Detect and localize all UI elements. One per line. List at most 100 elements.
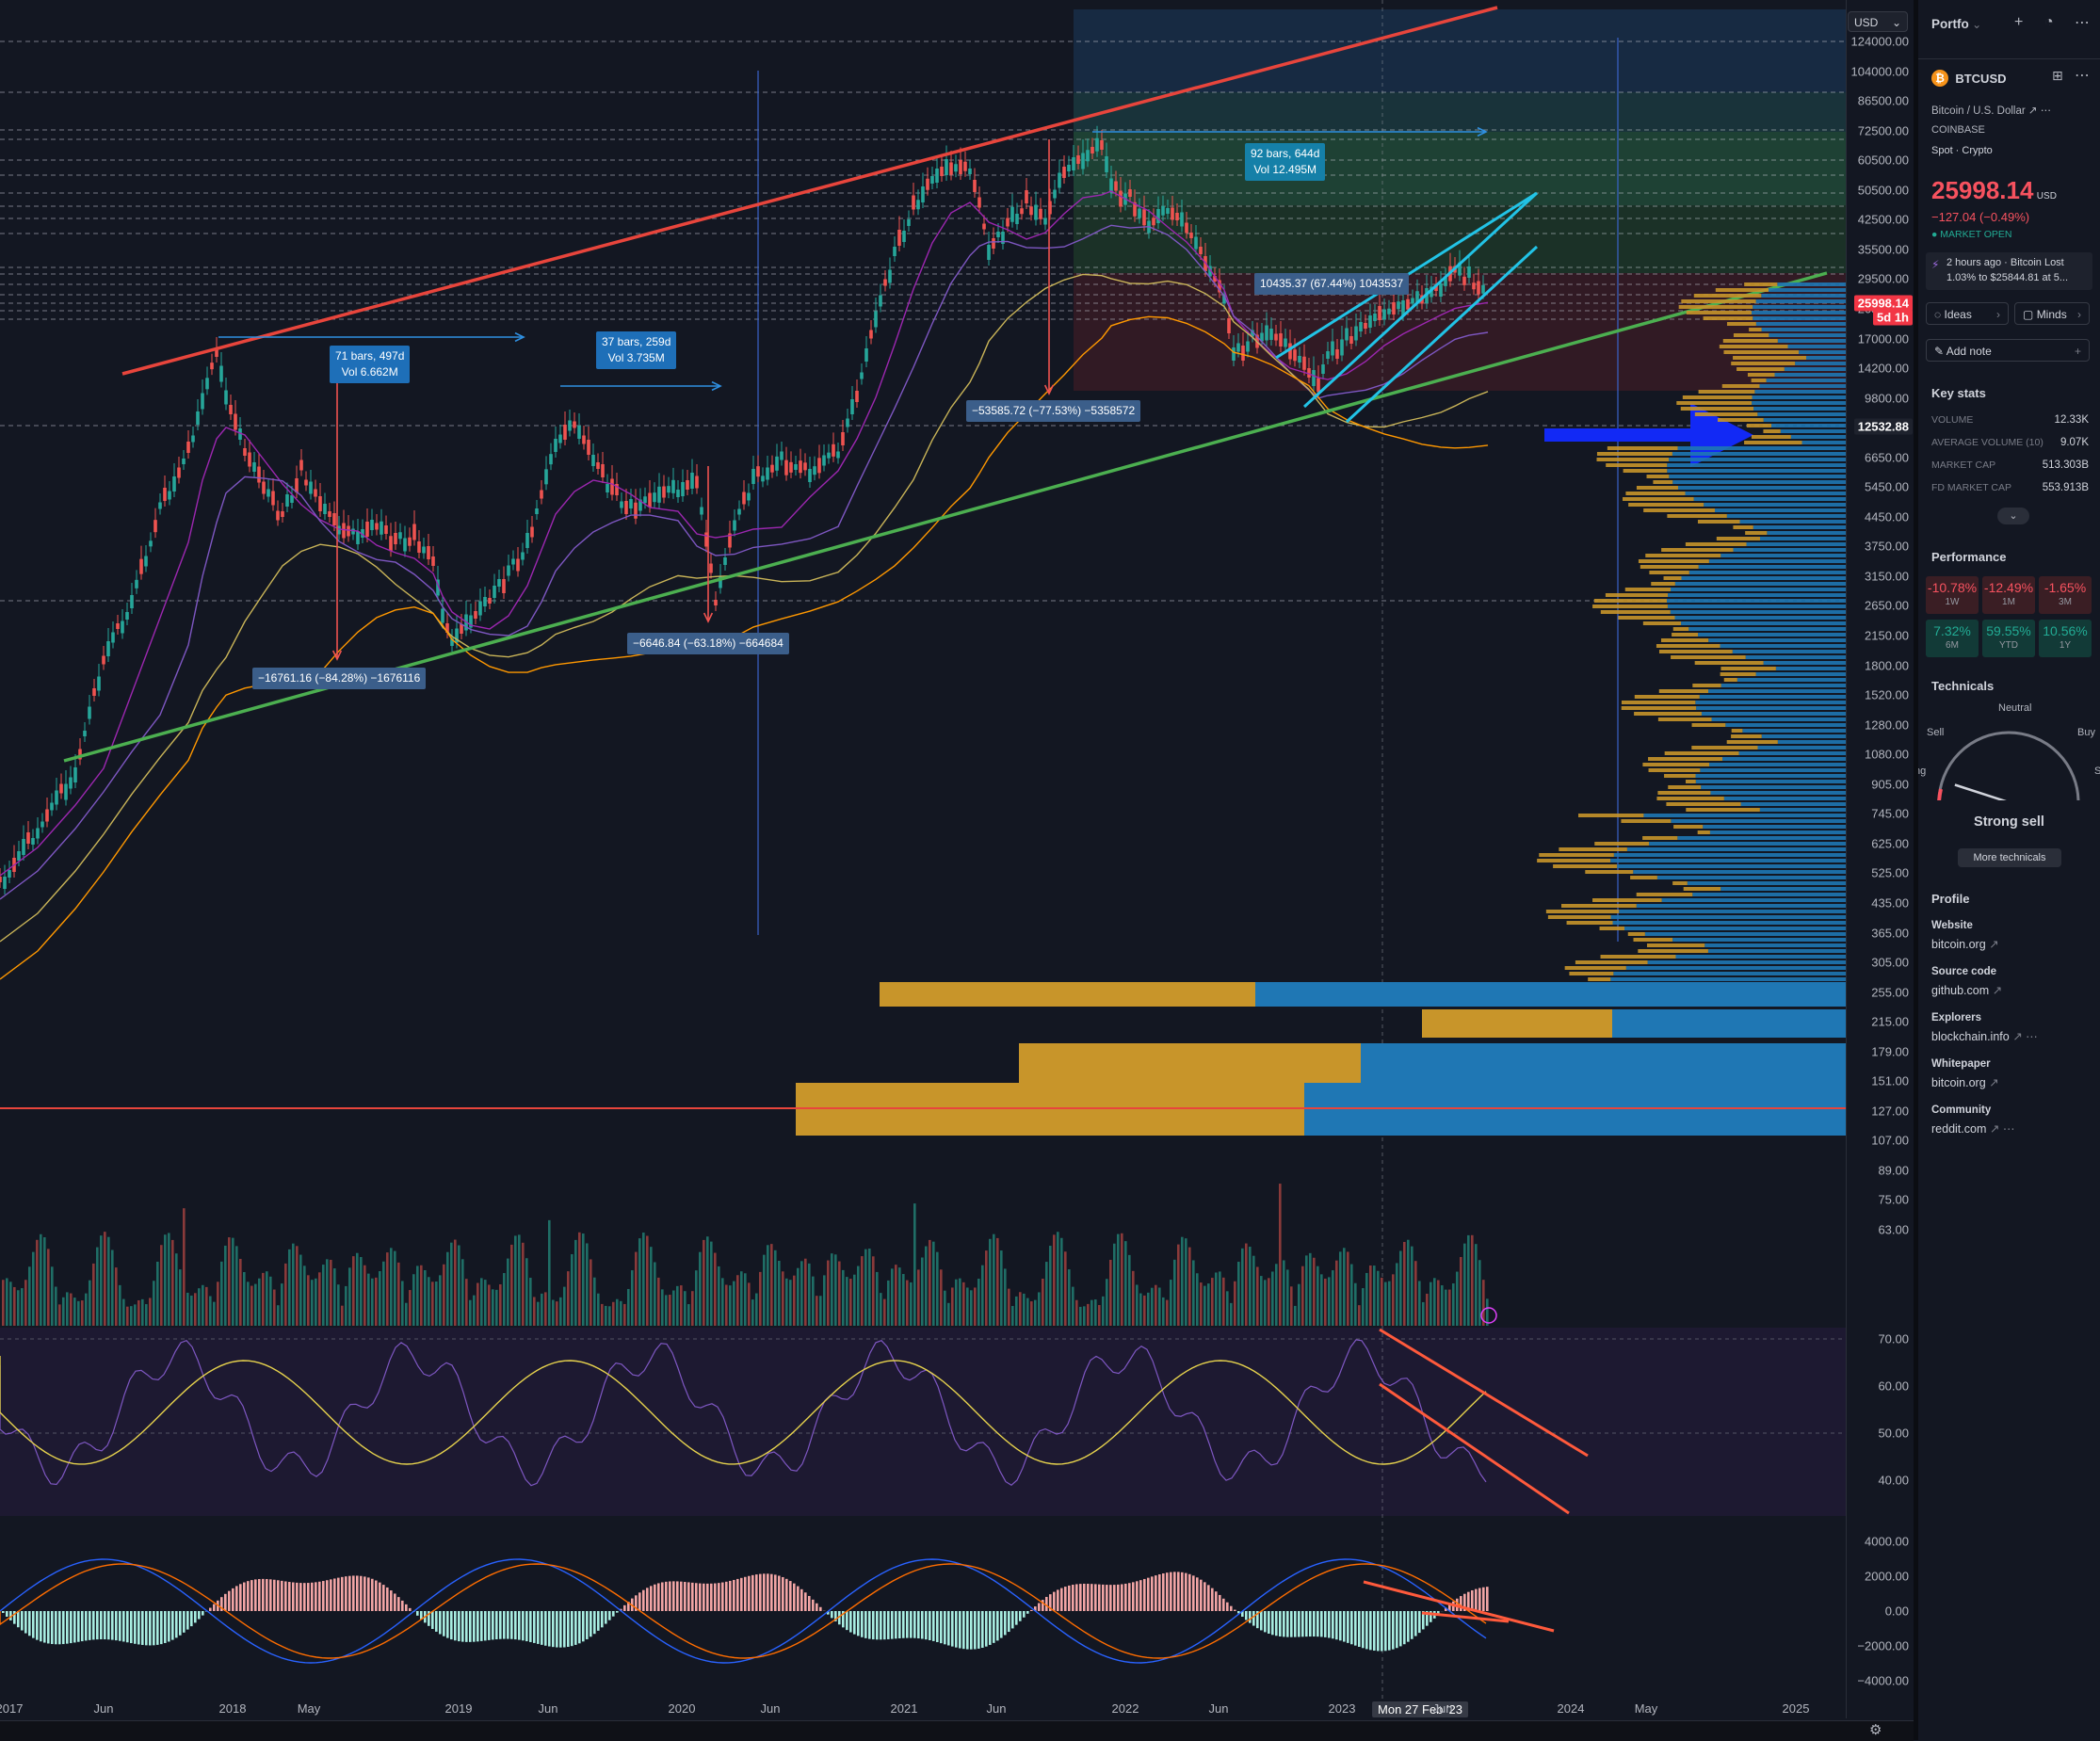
watchlist-title[interactable]: Portfo [1931, 17, 1969, 31]
more-icon[interactable]: ⋯ [2075, 13, 2090, 32]
volume-bar [1343, 1248, 1346, 1326]
volume-bar [81, 1300, 84, 1326]
macd-histogram-bar [782, 1577, 784, 1611]
candle-body [427, 546, 430, 559]
volume-profile-down-bar [1717, 537, 1760, 540]
add-symbol-icon[interactable]: + [2014, 14, 2023, 31]
candle-body [624, 501, 628, 514]
grid-icon[interactable]: ⊞ [2052, 68, 2063, 84]
profile-website-link[interactable]: bitcoin.org ↗ [1931, 937, 1999, 951]
macd-histogram-bar [868, 1611, 871, 1639]
volume-profile-down-bar [1659, 650, 1733, 653]
volume-bar [642, 1233, 645, 1326]
macd-histogram-bar [1396, 1611, 1398, 1648]
external-link-icon[interactable]: ↗ [2028, 105, 2038, 117]
candle-body [511, 559, 515, 565]
volume-bar [601, 1304, 604, 1326]
more-icon[interactable]: ⋯ [2041, 105, 2052, 117]
candle-body [318, 496, 322, 511]
candle-body [1053, 190, 1057, 199]
add-note-button[interactable]: ✎ Add note + [1926, 339, 2090, 362]
candle-body [1199, 247, 1203, 254]
macd-signal-line [0, 1564, 1486, 1658]
volume-bar [819, 1296, 822, 1326]
price-tick-label: 525.00 [1871, 866, 1909, 880]
macd-histogram-bar [17, 1611, 20, 1627]
more-technicals-button[interactable]: More technicals [1958, 848, 2061, 867]
candle-body [1345, 329, 1349, 341]
measure-box-2021-2023[interactable]: 92 bars, 644d Vol 12.495M [1245, 143, 1325, 181]
macd-histogram-bar [2, 1611, 5, 1613]
macd-histogram-bar [115, 1611, 118, 1640]
macd-histogram-bar [699, 1584, 702, 1611]
volume-profile-down-bar [1691, 746, 1757, 750]
profile-source-link[interactable]: github.com ↗ [1931, 983, 2002, 997]
volume-profile-up-bar [1720, 554, 1846, 557]
time-tick-label: Jun [1433, 1701, 1453, 1716]
macd-histogram-bar [1079, 1584, 1082, 1611]
macd-histogram-bar [510, 1611, 513, 1639]
chart-canvas[interactable] [0, 0, 1846, 1718]
volume-profile-down-bar [1628, 503, 1704, 507]
volume-bar [130, 1306, 133, 1326]
profile-explorers-link[interactable]: blockchain.info ↗ ⋯ [1931, 1029, 2038, 1043]
rise-label-2023[interactable]: 10435.37 (67.44%) 1043537 [1254, 273, 1409, 295]
news-headline[interactable]: ⚡ 2 hours ago · Bitcoin Lost 1.03% to $2… [1926, 252, 2092, 290]
volume-profile-up-bar [1677, 836, 1846, 840]
candle-body [1227, 318, 1231, 333]
macd-histogram-bar [348, 1576, 351, 1611]
volume-bar [1350, 1265, 1353, 1326]
volume-profile-down-bar [1578, 814, 1643, 817]
candle-body [700, 508, 703, 515]
drop-label-2020[interactable]: −6646.84 (−63.18%) −664684 [627, 633, 789, 654]
time-tick-label: 2018 [219, 1701, 247, 1716]
volume-profile-up-bar [1700, 695, 1846, 699]
volume-bar [913, 1203, 916, 1326]
time-tick-label: 2022 [1112, 1701, 1139, 1716]
settings-gear-icon[interactable]: ⚙ [1869, 1721, 1882, 1738]
volume-profile-down-bar [1656, 644, 1720, 648]
macd-histogram-bar [883, 1611, 886, 1639]
macd-histogram-bar [450, 1611, 453, 1639]
time-axis[interactable]: 2017Jun2018May2019Jun2020Jun2021Jun2022J… [0, 1700, 1846, 1720]
profile-whitepaper-label: Whitepaper [1931, 1058, 1991, 1070]
expand-stats-button[interactable]: ⌄ [1997, 508, 2029, 524]
candle-body [935, 169, 939, 183]
clock-icon[interactable]: ◔ [2044, 14, 2054, 31]
volume-bar [1448, 1290, 1451, 1326]
more-icon[interactable]: ⋯ [2075, 66, 2090, 85]
volume-profile-up-bar [1727, 514, 1846, 518]
macd-histogram-bar [1166, 1572, 1169, 1611]
drop-label-2022[interactable]: −53585.72 (−77.53%) −5358572 [966, 400, 1140, 422]
volume-bar [1026, 1298, 1029, 1326]
chevron-down-icon[interactable]: ⌄ [1972, 18, 1981, 31]
chart-area[interactable]: 71 bars, 497d Vol 6.662M 37 bars, 259d V… [0, 0, 1846, 1718]
profile-community-link[interactable]: reddit.com ↗ ⋯ [1931, 1121, 2014, 1136]
currency-select[interactable]: USD⌄ [1848, 11, 1908, 32]
minds-button[interactable]: ▢ Minds › [2014, 302, 2090, 325]
macd-histogram-bar [853, 1611, 856, 1635]
volume-profile-up-bar [1777, 282, 1846, 286]
ideas-button[interactable]: ◌ Ideas › [1926, 302, 2009, 325]
volume-profile-up-bar [1753, 395, 1846, 399]
measure-box-2017-2018[interactable]: 71 bars, 497d Vol 6.662M [330, 346, 410, 383]
volume-bar [258, 1279, 261, 1326]
macd-histogram-bar [1298, 1611, 1300, 1636]
time-tick-label: 2019 [445, 1701, 473, 1716]
profile-whitepaper-link[interactable]: bitcoin.org ↗ [1931, 1075, 1999, 1089]
status-dot-icon: ● [1931, 229, 1937, 240]
macd-histogram-bar [1286, 1611, 1289, 1637]
volume-profile-down-bar [1537, 859, 1610, 862]
time-tick-label: 2023 [1329, 1701, 1356, 1716]
candle-body [229, 405, 233, 414]
volume-profile-up-bar [1737, 678, 1846, 682]
symbol-ticker[interactable]: BTCUSD [1955, 72, 2006, 86]
candle-body [205, 378, 209, 389]
drop-label-2018[interactable]: −16761.16 (−84.28%) −1676116 [252, 668, 426, 689]
macd-histogram-bar [73, 1611, 76, 1642]
technicals-gauge[interactable]: Neutral Sell Buy ng S Strong sell [1918, 697, 2100, 838]
measure-box-2019[interactable]: 37 bars, 259d Vol 3.735M [596, 331, 676, 369]
candle-body [846, 419, 849, 427]
candle-body [186, 442, 190, 453]
